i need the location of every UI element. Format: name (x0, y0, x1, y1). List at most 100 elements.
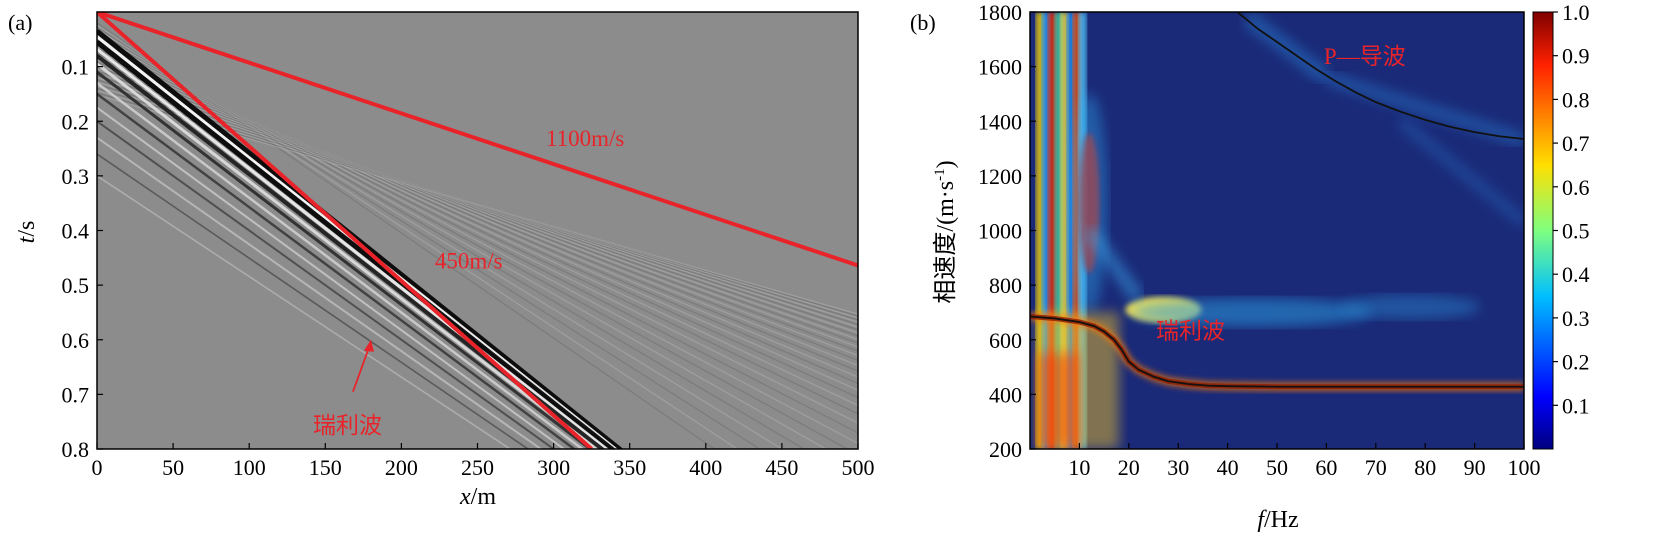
x-tick-label: 100 (233, 455, 266, 480)
y-tick-label: 600 (989, 328, 1022, 353)
energy-streak (1035, 12, 1044, 449)
energy-ridge (1083, 226, 1145, 303)
wavefront-faint (97, 63, 858, 357)
wavefront-faint (97, 87, 858, 321)
x-tick-label: 50 (1266, 455, 1288, 480)
rayleigh-wavefront (97, 153, 530, 449)
colorbar-tick-label: 0.6 (1562, 175, 1590, 200)
x-tick-label: 350 (613, 455, 646, 480)
y-tick-label: 0.8 (62, 437, 90, 462)
x-tick-label: 450 (765, 455, 798, 480)
rayleigh-wavefront (97, 40, 616, 449)
y-tick-label: 200 (989, 437, 1022, 462)
x-tick-label: 300 (537, 455, 570, 480)
y-tick-label: 1600 (978, 55, 1022, 80)
wavefront-faint (97, 46, 858, 406)
dispersion-energy (1030, 12, 1524, 449)
velocity-lines (97, 12, 858, 449)
x-tick-label: 400 (689, 455, 722, 480)
x-tick-label: 20 (1118, 455, 1140, 480)
energy-streak (1060, 12, 1069, 449)
wavefront-faint (97, 26, 761, 449)
energy-streak (1067, 12, 1076, 449)
velocity-line-1100 (97, 12, 858, 268)
x-tick-label: 100 (1508, 455, 1541, 480)
y-tick-label: 0.5 (62, 273, 90, 298)
colorbar-tick-label: 0.1 (1562, 393, 1590, 418)
y-tick-label: 0.1 (62, 55, 90, 80)
x-tick-label: 10 (1068, 455, 1090, 480)
colorbar-tick-label: 0.5 (1562, 219, 1590, 244)
x-tick-label: 500 (842, 455, 875, 480)
p-guided-label: P—导波 (1324, 44, 1406, 69)
panel-a-annotations: 1100m/s 450m/s 瑞利波 (313, 126, 624, 438)
energy-streak (1054, 12, 1063, 449)
rayleigh-wavefront (97, 136, 543, 449)
seismic-gather-background (97, 12, 858, 449)
rayleigh-wavefront (97, 120, 556, 449)
x-tick-label: 250 (461, 455, 494, 480)
wavefront-faint (97, 48, 858, 399)
x-tick-label: 0 (92, 455, 103, 480)
panel-b-annotations: 瑞利波 P—导波 (1156, 44, 1406, 343)
y-tick-label: 0.3 (62, 164, 90, 189)
wavefront-faint (97, 55, 858, 378)
wavefront-faint (97, 31, 806, 449)
y-tick-label: 1200 (978, 164, 1022, 189)
wavefront-faint (97, 37, 858, 445)
wavefront-faint (97, 59, 858, 367)
panel-a-ylabel: t/s (14, 221, 40, 244)
wavefront-faint (97, 72, 858, 340)
energy-base-hot (1037, 353, 1080, 449)
colorbar-tick-label: 0.3 (1562, 306, 1590, 331)
y-tick-label: 1800 (978, 0, 1022, 25)
rayleigh-label-b: 瑞利波 (1156, 318, 1225, 343)
velocity-line-450 (97, 12, 593, 449)
panel-a-axes: 0 50 100 150 200 250 300 350 400 450 500 0.1 0.2 0.3 0… (62, 55, 875, 480)
x-tick-label: 60 (1315, 455, 1337, 480)
wavefront-faint (97, 68, 858, 348)
wavefront-faint (97, 57, 858, 372)
rayleigh-wavefront (97, 70, 593, 449)
rayleigh-wavefront (97, 62, 599, 449)
panel-b-ylabel: 相速度/(m·s-1) (932, 160, 959, 303)
colorbar-tick-label: 1.0 (1562, 0, 1590, 25)
rayleigh-arrow-head (363, 339, 374, 352)
x-tick-label: 50 (162, 455, 184, 480)
higher-mode-band (1132, 298, 1373, 327)
higher-mode-band (1340, 294, 1481, 319)
y-tick-label: 1400 (978, 109, 1022, 134)
x-tick-label: 40 (1217, 455, 1239, 480)
seismic-wavefield (97, 22, 858, 449)
wavefront-faint (97, 50, 858, 391)
wavefront-faint (97, 44, 858, 415)
panel-a-xlabel: x/m (459, 484, 496, 510)
rayleigh-wavefront (97, 175, 512, 449)
energy-streak (1041, 12, 1050, 449)
rayleigh-arrow-shaft (352, 344, 371, 393)
wavefront-faint (97, 28, 784, 449)
rayleigh-wavefront (97, 29, 624, 449)
dispersion-curves (1030, 12, 1524, 388)
rayleigh-label-a: 瑞利波 (313, 413, 382, 438)
x-tick-label: 90 (1464, 455, 1486, 480)
energy-streak (1048, 12, 1057, 449)
y-tick-label: 1000 (978, 219, 1022, 244)
colorbar-ticks: 0.1 0.2 0.3 0.4 0.5 0.6 0.7 0.8 0.9 1.0 (1553, 0, 1590, 418)
colorbar-tick-label: 0.9 (1562, 44, 1590, 69)
x-tick-label: 30 (1167, 455, 1189, 480)
p-wave-energy (1324, 70, 1524, 148)
wavefront-faint (97, 33, 828, 449)
x-tick-label: 150 (309, 455, 342, 480)
wavefront-faint (97, 39, 858, 434)
wavefront-faint (97, 24, 739, 449)
wavefront-faint (97, 66, 858, 352)
rayleigh-wavefront (97, 82, 585, 449)
wavefront-faint (97, 22, 716, 449)
y-tick-label: 0.2 (62, 109, 90, 134)
wavefront-faint (97, 90, 858, 319)
colorbar-tick-label: 0.4 (1562, 262, 1590, 287)
velocity-label-450: 450m/s (435, 249, 503, 274)
wavefront-faint (97, 70, 858, 344)
